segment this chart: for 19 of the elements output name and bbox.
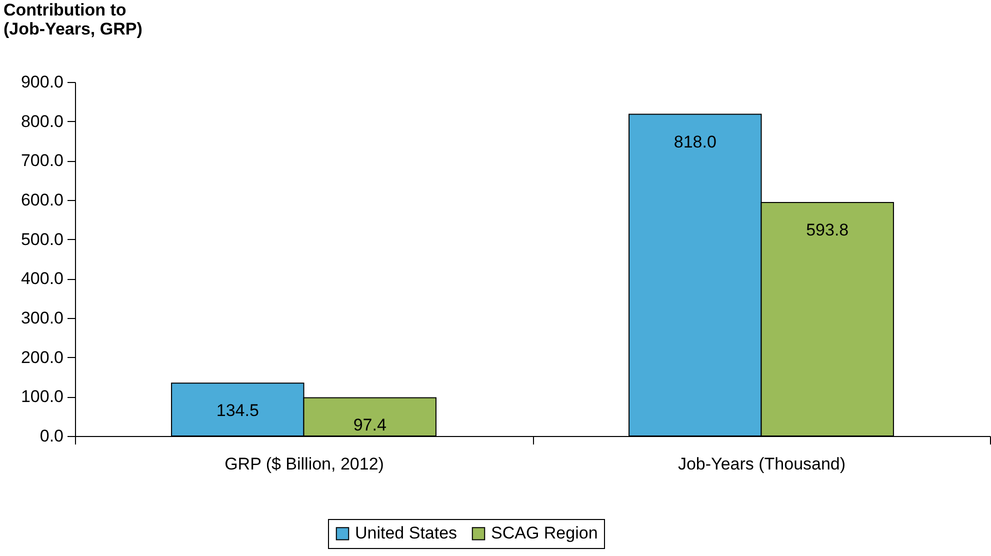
y-tick-label: 600.0 — [20, 190, 64, 210]
y-tick-label: 700.0 — [20, 151, 64, 170]
data-label: 134.5 — [216, 401, 259, 420]
x-tick-label: GRP ($ Billion, 2012) — [224, 454, 384, 474]
y-tick-label: 500.0 — [20, 230, 64, 249]
y-tick-label: 0.0 — [40, 426, 64, 446]
y-tick-label: 300.0 — [20, 308, 64, 328]
y-tick-label: 800.0 — [20, 112, 64, 131]
x-tick-label: Job-Years (Thousand) — [678, 454, 846, 474]
y-tick-label: 200.0 — [20, 348, 64, 367]
legend-label: SCAG Region — [491, 524, 598, 543]
legend-label: United States — [355, 524, 458, 543]
data-label: 593.8 — [806, 220, 849, 240]
y-tick-label: 100.0 — [20, 387, 64, 406]
y-axis-title: Contribution to (Job-Years, GRP) — [4, 0, 142, 38]
data-label: 818.0 — [674, 132, 716, 152]
y-tick-label: 400.0 — [20, 269, 64, 288]
y-tick-label: 900.0 — [20, 72, 64, 92]
data-label: 97.4 — [353, 416, 386, 435]
